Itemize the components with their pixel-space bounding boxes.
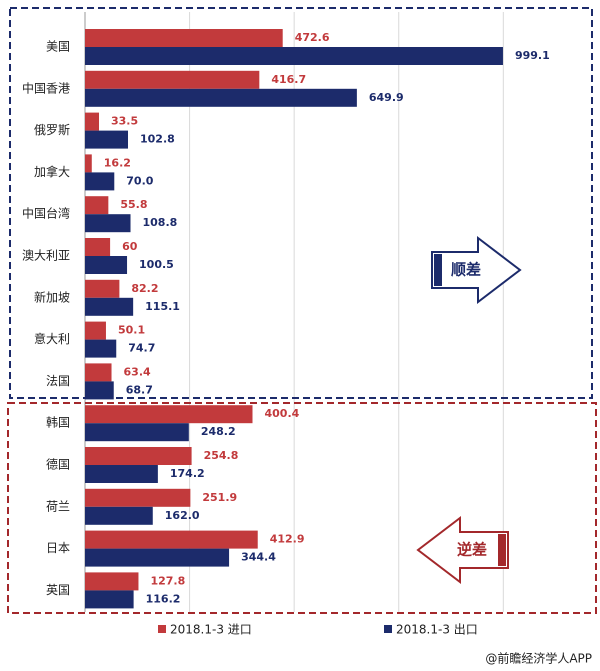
bar [85, 70, 260, 89]
bar [85, 465, 158, 483]
value-label: 68.7 [126, 383, 153, 396]
value-label: 174.2 [170, 467, 205, 480]
surplus-box [9, 7, 593, 399]
surplus-label: 顺差 [451, 261, 481, 279]
bar [85, 154, 92, 173]
bars [85, 29, 503, 609]
legend-swatch [384, 625, 392, 633]
deficit-arrow-bar [498, 534, 506, 566]
bar [85, 279, 120, 298]
value-label: 50.1 [118, 324, 145, 337]
value-label: 416.7 [271, 73, 306, 86]
value-label: 102.8 [140, 133, 175, 146]
value-label: 400.4 [265, 407, 300, 420]
value-label: 344.4 [241, 551, 276, 564]
bar [85, 423, 189, 442]
bar [85, 488, 191, 507]
bar [85, 447, 192, 465]
y-tick-label: 韩国 [46, 415, 70, 430]
y-tick-label: 荷兰 [46, 499, 70, 513]
value-label: 82.2 [131, 282, 158, 295]
value-label: 116.2 [146, 592, 181, 605]
y-tick-label: 英国 [46, 583, 70, 597]
bar [85, 297, 134, 316]
y-tick-label: 新加坡 [34, 289, 70, 304]
y-tick-label: 意大利 [34, 331, 70, 346]
value-label: 16.2 [104, 156, 131, 169]
bar [85, 47, 503, 65]
y-tick-label: 美国 [46, 40, 70, 54]
value-label: 127.8 [150, 574, 185, 587]
legend-label: 2018.1-3 进口 [170, 623, 252, 637]
surplus-arrow-bar [434, 254, 442, 286]
bar [85, 214, 131, 233]
legend-swatch [158, 625, 166, 633]
y-tick-label: 法国 [46, 374, 70, 388]
deficit-label: 逆差 [457, 541, 487, 559]
bar [85, 506, 153, 525]
value-label: 412.9 [270, 533, 305, 546]
bar [85, 238, 111, 256]
value-label: 100.5 [139, 258, 174, 271]
value-label: 63.4 [124, 365, 151, 378]
bar [85, 405, 253, 424]
bar [85, 88, 357, 107]
bar [85, 321, 106, 340]
value-label: 55.8 [120, 198, 147, 211]
value-label: 108.8 [143, 216, 178, 229]
bar [85, 130, 129, 149]
value-label: 472.6 [295, 31, 330, 44]
y-tick-label: 德国 [46, 457, 70, 472]
value-label: 999.1 [515, 49, 550, 62]
y-tick-label: 澳大利亚 [22, 249, 70, 263]
value-label: 254.8 [204, 449, 239, 462]
source: @前瞻经济学人APP [485, 651, 592, 666]
bar [85, 590, 134, 609]
bar [85, 363, 112, 382]
value-label: 60 [122, 240, 138, 253]
bar [85, 256, 128, 274]
value-label: 162.0 [165, 509, 200, 522]
legend-label: 2018.1-3 出口 [396, 623, 478, 637]
deficit-box [7, 402, 597, 614]
y-tick-label: 日本 [46, 541, 70, 555]
bar [85, 572, 139, 591]
value-label: 33.5 [111, 115, 138, 128]
value-label: 70.0 [126, 174, 153, 187]
y-tick-label: 中国香港 [22, 80, 70, 95]
value-label: 248.2 [201, 425, 236, 438]
surplus-arrow [431, 235, 522, 305]
bar [85, 548, 230, 567]
deficit-arrow [416, 515, 509, 585]
value-label: 74.7 [128, 342, 155, 355]
bar [85, 172, 115, 191]
value-label: 251.9 [202, 491, 237, 504]
value-label: 649.9 [369, 91, 404, 104]
y-tick-label: 俄罗斯 [34, 123, 70, 137]
y-tick-label: 加拿大 [34, 164, 70, 179]
bar [85, 112, 100, 131]
bar [85, 530, 258, 549]
bar [85, 29, 283, 47]
bar [85, 196, 109, 215]
bar [85, 339, 117, 358]
y-tick-label: 中国台湾 [22, 206, 70, 221]
value-label: 115.1 [145, 300, 180, 313]
bar [85, 381, 114, 400]
